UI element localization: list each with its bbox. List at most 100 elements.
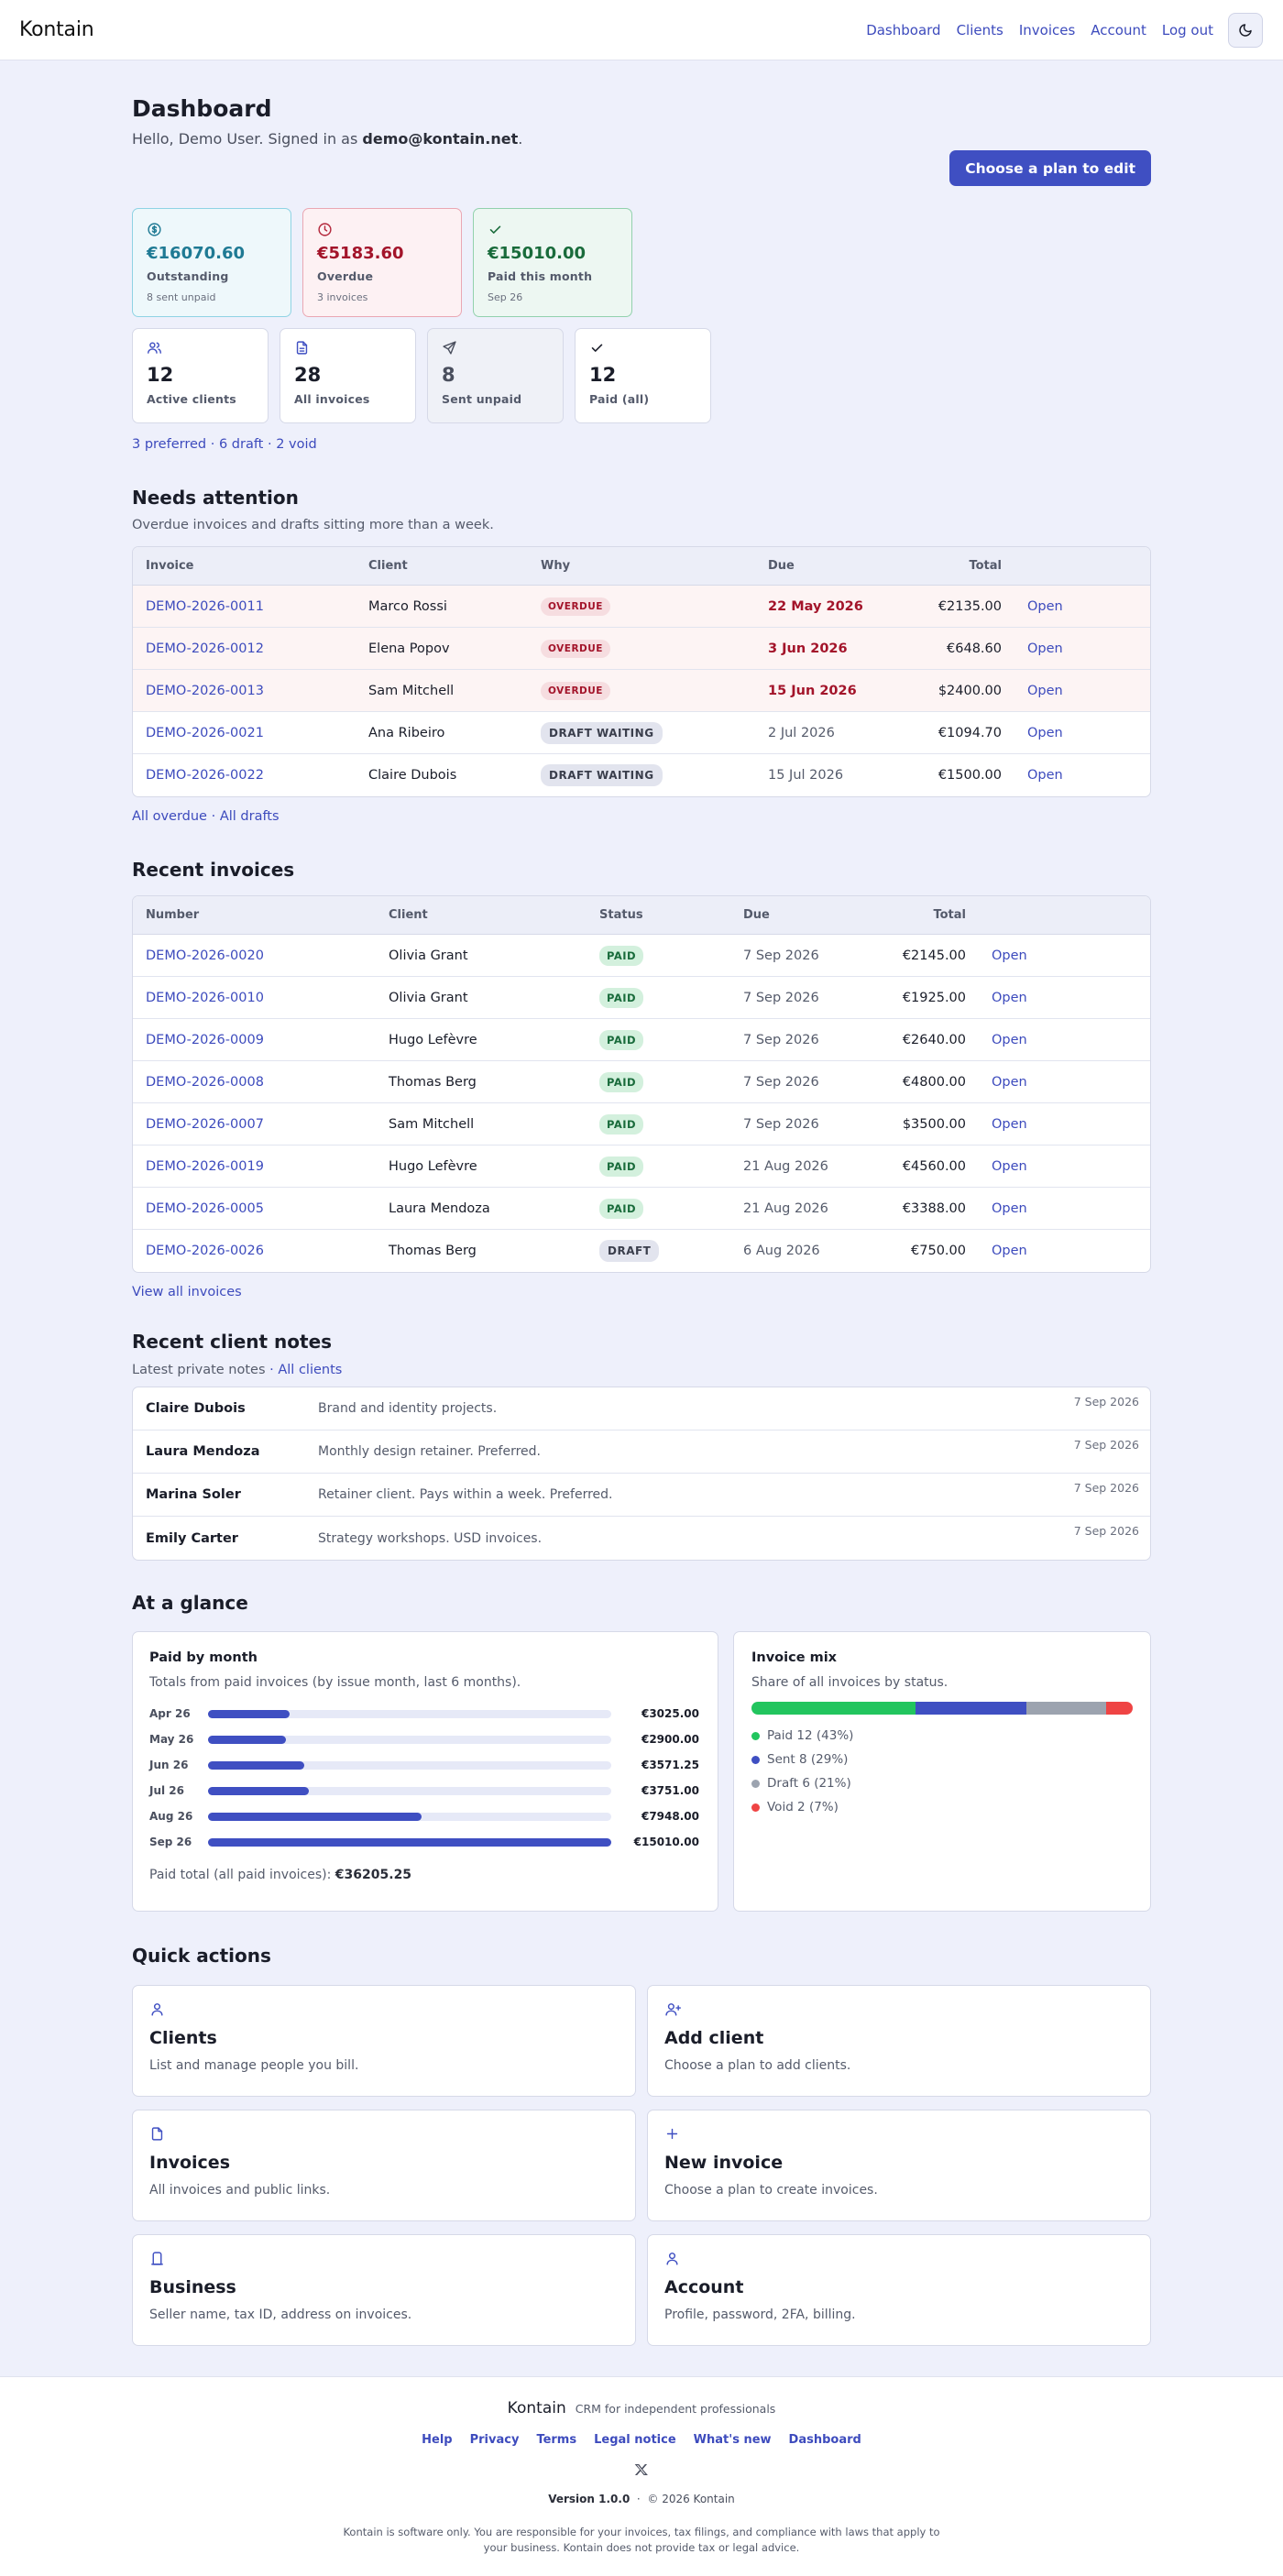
table-row: DEMO-2026-0020 Olivia Grant PAID 7 Sep 2026… (133, 935, 1150, 977)
invoice-link[interactable]: DEMO-2026-0010 (146, 990, 264, 1005)
version-line: Version 1.0.0 · © 2026 Kontain (548, 2493, 735, 2505)
stat-card-sent-unpaid[interactable]: 8 Sent unpaid (427, 328, 564, 423)
client-cell: Laura Mendoza (376, 1188, 587, 1230)
open-link[interactable]: Open (992, 1244, 1027, 1258)
nav-logout[interactable]: Log out (1161, 21, 1213, 38)
due-cell: 15 Jun 2026 (755, 670, 902, 712)
action-cell: Open (1014, 628, 1150, 670)
client-cell: Sam Mitchell (356, 670, 528, 712)
invoice-link[interactable]: DEMO-2026-0020 (146, 948, 264, 963)
footer-link-help[interactable]: Help (422, 2433, 453, 2447)
invoice-cell: DEMO-2026-0012 (133, 628, 356, 670)
action-cell: Open (979, 1019, 1150, 1061)
invoice-link[interactable]: DEMO-2026-0019 (146, 1158, 264, 1174)
quick-action-clients[interactable]: Clients List and manage people you bill. (132, 1985, 636, 2097)
nav-invoices[interactable]: Invoices (1018, 21, 1076, 38)
draft-link[interactable]: 6 draft (218, 437, 264, 452)
open-link[interactable]: Open (1027, 725, 1063, 740)
client-cell: Thomas Berg (376, 1061, 587, 1103)
paid-all-label: Paid (all) (589, 392, 650, 406)
open-link[interactable]: Open (992, 948, 1027, 963)
note-row[interactable]: Emily Carter Strategy workshops. USD invo… (133, 1517, 1150, 1560)
invoice-link[interactable]: DEMO-2026-0013 (146, 683, 264, 698)
invoice-link[interactable]: DEMO-2026-0007 (146, 1116, 264, 1132)
quick-action-business[interactable]: Business Seller name, tax ID, address on… (132, 2234, 636, 2346)
stat-card-outstanding[interactable]: €16070.60 Outstanding 8 sent unpaid (132, 208, 291, 317)
invoice-link[interactable]: DEMO-2026-0011 (146, 598, 264, 614)
footer-link-legal[interactable]: Legal notice (594, 2433, 676, 2447)
note-row[interactable]: Marina Soler Retainer client. Pays within… (133, 1474, 1150, 1517)
open-link[interactable]: Open (992, 1200, 1027, 1216)
footer-link-dashboard[interactable]: Dashboard (788, 2433, 861, 2447)
brand-logo[interactable]: Kontain (19, 18, 94, 41)
status-badge: PAID (599, 945, 644, 966)
open-link[interactable]: Open (992, 990, 1027, 1005)
all-overdue-link[interactable]: All overdue (132, 809, 207, 824)
open-link[interactable]: Open (1027, 683, 1063, 698)
separator: · (206, 809, 220, 824)
open-link[interactable]: Open (1027, 641, 1063, 656)
send-icon (443, 341, 456, 355)
invoice-link[interactable]: DEMO-2026-0009 (146, 1032, 264, 1047)
document-icon (296, 341, 308, 355)
open-link[interactable]: Open (1027, 768, 1063, 783)
invoice-link[interactable]: DEMO-2026-0021 (146, 725, 264, 740)
due-cell: 7 Sep 2026 (730, 977, 868, 1019)
stat-card-paid-month[interactable]: €15010.00 Paid this month Sep 26 (473, 208, 632, 317)
view-all-invoices-link[interactable]: View all invoices (132, 1285, 242, 1299)
open-link[interactable]: Open (992, 1032, 1027, 1047)
stat-card-overdue[interactable]: €5183.60 Overdue 3 invoices (302, 208, 462, 317)
status-badge: OVERDUE (541, 597, 610, 616)
col-action (979, 896, 1150, 935)
quick-action-new-invoice[interactable]: New invoice Choose a plan to create invo… (647, 2110, 1151, 2221)
quick-action-invoices[interactable]: Invoices All invoices and public links. (132, 2110, 636, 2221)
col-number: Number (133, 896, 376, 935)
theme-toggle-button[interactable] (1228, 12, 1263, 48)
open-link[interactable]: Open (992, 1116, 1027, 1132)
recent-invoices-table: Number Client Status Due Total DEMO-2026… (132, 895, 1151, 1273)
due-cell: 7 Sep 2026 (730, 1061, 868, 1103)
invoice-link[interactable]: DEMO-2026-0022 (146, 768, 264, 783)
invoice-link[interactable]: DEMO-2026-0005 (146, 1200, 264, 1216)
total-cell: €648.60 (902, 628, 1014, 670)
open-link[interactable]: Open (992, 1074, 1027, 1090)
client-cell: Olivia Grant (376, 977, 587, 1019)
stat-card-active-clients[interactable]: 12 Active clients (132, 328, 269, 423)
table-row: DEMO-2026-0012 Elena Popov OVERDUE 3 Jun 20… (133, 628, 1150, 670)
bar-row: Sep 26 €15010.00 (149, 1829, 701, 1855)
nav-account[interactable]: Account (1091, 21, 1146, 38)
total-cell: €2145.00 (868, 935, 979, 977)
recent-links: View all invoices (132, 1285, 1151, 1299)
note-row[interactable]: Laura Mendoza Monthly design retainer. Pr… (133, 1431, 1150, 1474)
footer-links: Help Privacy Terms Legal notice What's n… (0, 2433, 1283, 2447)
invoice-link[interactable]: DEMO-2026-0012 (146, 641, 264, 656)
stat-card-paid-all[interactable]: 12 Paid (all) (575, 328, 711, 423)
footer-link-terms[interactable]: Terms (536, 2433, 577, 2447)
quick-action-add-client[interactable]: Add client Choose a plan to add clients. (647, 1985, 1151, 2097)
all-invoices-label: All invoices (294, 392, 370, 406)
invoice-link[interactable]: DEMO-2026-0026 (146, 1244, 264, 1258)
note-row[interactable]: Claire Dubois Brand and identity projects… (133, 1387, 1150, 1431)
invoice-mix-bar (751, 1702, 1133, 1715)
x-logo-icon[interactable] (634, 2462, 649, 2477)
quick-action-account[interactable]: Account Profile, password, 2FA, billing. (647, 2234, 1151, 2346)
open-link[interactable]: Open (992, 1158, 1027, 1174)
legend-dot (751, 1779, 760, 1788)
all-drafts-link[interactable]: All drafts (219, 809, 280, 824)
void-link[interactable]: 2 void (276, 437, 317, 452)
action-cell: Open (979, 1145, 1150, 1188)
footer-link-privacy[interactable]: Privacy (469, 2433, 520, 2447)
nav-dashboard[interactable]: Dashboard (866, 21, 941, 38)
footer-link-whats-new[interactable]: What's new (693, 2433, 772, 2447)
open-link[interactable]: Open (1027, 598, 1063, 614)
preferred-link[interactable]: 3 preferred (132, 437, 207, 452)
stat-card-all-invoices[interactable]: 28 All invoices (280, 328, 416, 423)
quick-action-title: Invoices (149, 2153, 231, 2173)
nav-clients[interactable]: Clients (956, 21, 1003, 38)
invoice-cell: DEMO-2026-0013 (133, 670, 356, 712)
choose-plan-button[interactable]: Choose a plan to edit (949, 150, 1151, 186)
all-clients-link[interactable]: All clients (278, 1363, 343, 1377)
paid-month-sub: Sep 26 (488, 291, 523, 303)
invoice-link[interactable]: DEMO-2026-0008 (146, 1074, 264, 1090)
greeting-suffix: . (518, 130, 523, 148)
